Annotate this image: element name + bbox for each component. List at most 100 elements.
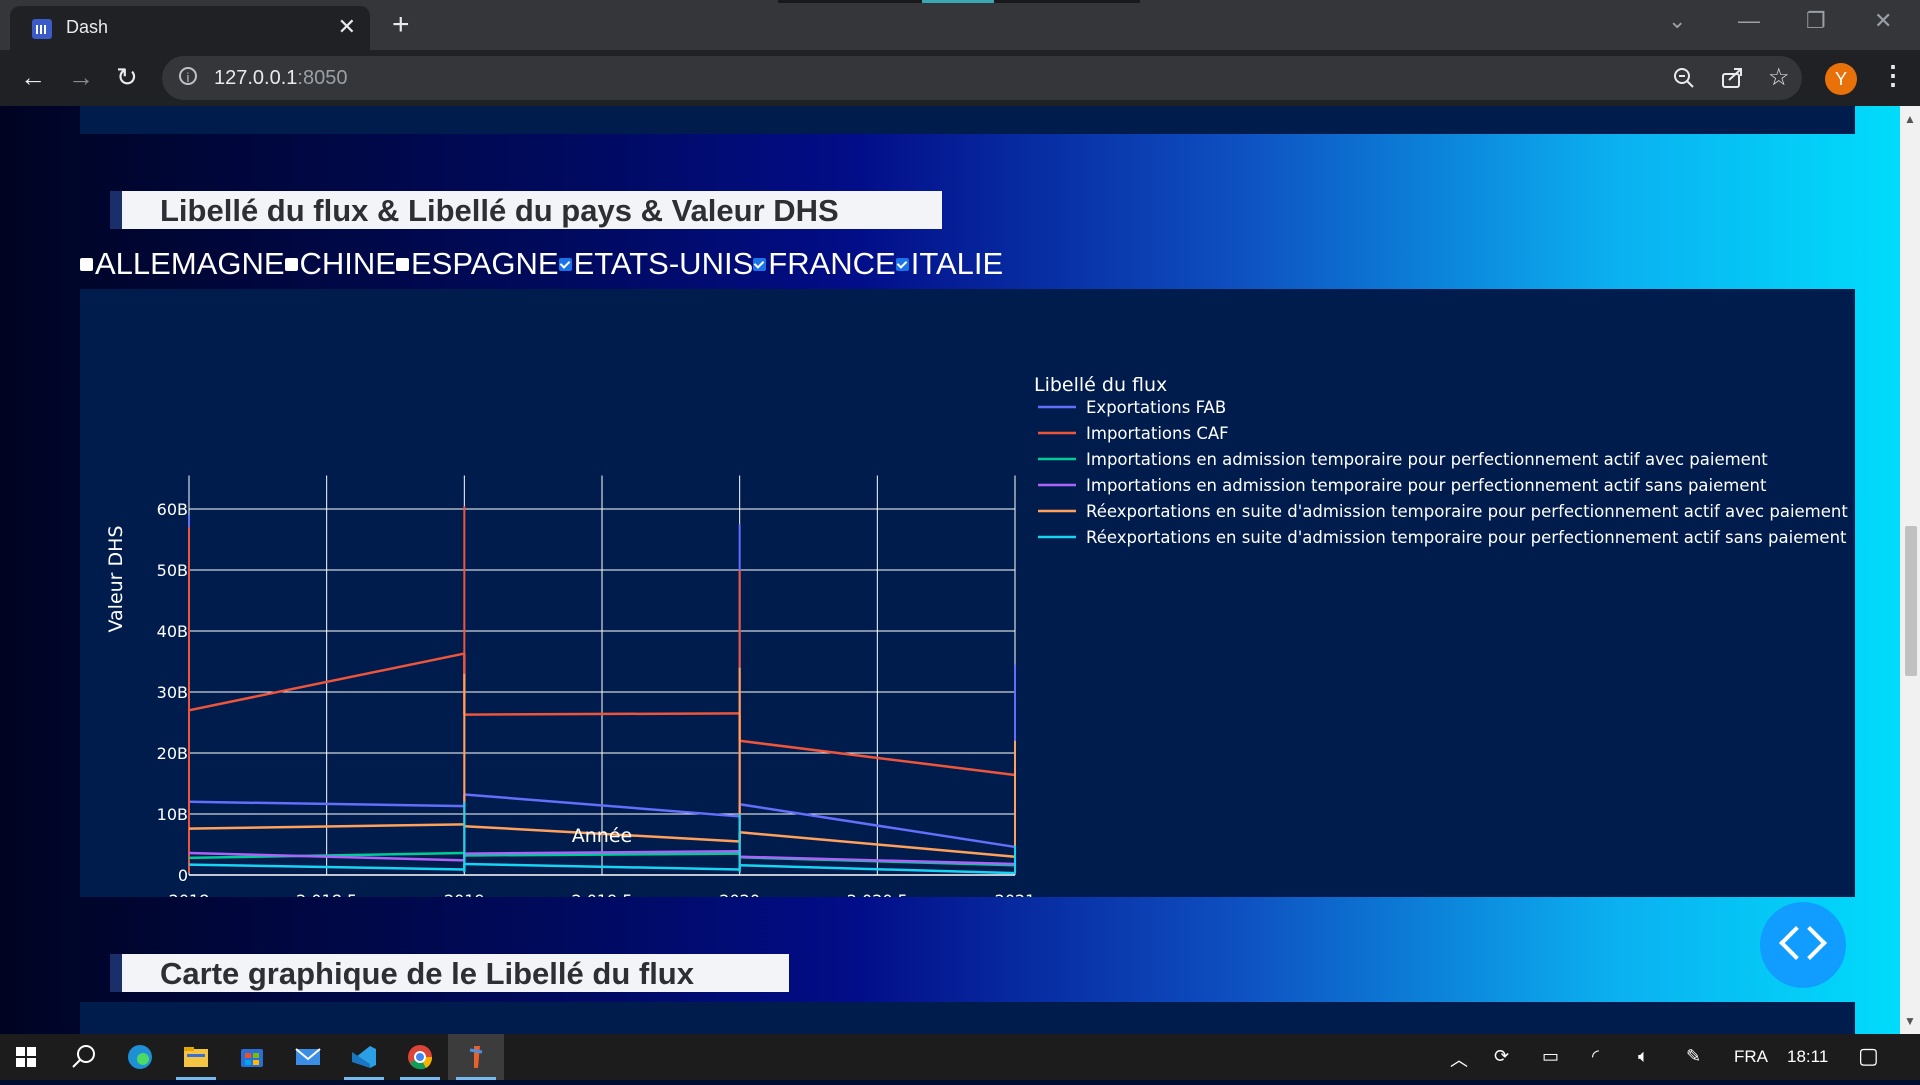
- series-line[interactable]: [188, 851, 465, 862]
- x-tick-label: 2019: [444, 891, 485, 897]
- browser-tab[interactable]: Dash ✕: [10, 6, 370, 50]
- browser-toolbar: ← → ↻ i 127.0.0.1:8050 ☆ Y ⋮: [0, 50, 1920, 106]
- tab-title: Dash: [66, 17, 109, 37]
- series-line[interactable]: [739, 739, 1016, 777]
- scroll-down-icon[interactable]: ▼: [1904, 1014, 1916, 1028]
- legend-entry[interactable]: Exportations FAB: [1086, 398, 1226, 417]
- checkbox-etats-unis[interactable]: ETATS-UNIS: [558, 246, 753, 282]
- new-tab-icon[interactable]: +: [392, 8, 410, 41]
- series-line[interactable]: [739, 855, 1016, 866]
- sync-icon[interactable]: ⟳: [1494, 1046, 1510, 1066]
- checkbox-espagne[interactable]: ESPAGNE: [395, 246, 559, 282]
- legend-entry[interactable]: Réexportations en suite d'admission temp…: [1086, 502, 1848, 521]
- windows-start-icon[interactable]: [0, 1034, 56, 1080]
- series-line[interactable]: [188, 863, 465, 871]
- series-line[interactable]: [464, 793, 740, 818]
- clock[interactable]: 18:11: [1787, 1047, 1829, 1066]
- address-bar[interactable]: i 127.0.0.1:8050 ☆: [162, 56, 1802, 100]
- close-window-icon[interactable]: ✕: [1874, 8, 1893, 33]
- network-icon[interactable]: ◜: [1592, 1046, 1599, 1066]
- checkbox-chine[interactable]: CHINE: [284, 246, 396, 282]
- profile-avatar[interactable]: Y: [1825, 63, 1857, 95]
- scroll-up-icon[interactable]: ▲: [1904, 112, 1916, 126]
- line-chart[interactable]: 2018 2,018.5 2019 2,019.5 2020 2,020.5 2021 0 1…: [80, 289, 1855, 910]
- series-line[interactable]: [188, 652, 465, 712]
- x-axis-ticks: 2018 2,018.5 2019 2,019.5 2020 2,020.5 2021: [169, 891, 1036, 910]
- checkbox-box[interactable]: [395, 257, 409, 271]
- page-scrollbar[interactable]: ▲ ▼: [1900, 106, 1920, 1034]
- x-tick-label: 2,020.5: [847, 891, 908, 897]
- search-icon[interactable]: [56, 1034, 112, 1080]
- volume-icon[interactable]: 🔈︎: [1638, 1046, 1649, 1066]
- language-indicator[interactable]: FRA: [1734, 1047, 1768, 1066]
- checkbox-box[interactable]: [80, 257, 93, 271]
- country-checklist: ALLEMAGNE CHINE ESPAGNE ETATS-UNIS FRANC…: [80, 244, 1003, 284]
- menu-icon[interactable]: ⋮: [1880, 60, 1906, 90]
- zoom-icon[interactable]: [1672, 66, 1696, 90]
- line-chart-panel: 2018 2,018.5 2019 2,019.5 2020 2,020.5 2021 0 1…: [80, 289, 1855, 910]
- y-tick-label: 20B: [157, 744, 188, 763]
- legend-entry[interactable]: Importations en admission temporaire pou…: [1086, 476, 1767, 495]
- checkbox-box-checked[interactable]: [558, 257, 572, 271]
- checkbox-box[interactable]: [284, 257, 298, 271]
- legend-entry[interactable]: Réexportations en suite d'admission temp…: [1086, 528, 1847, 547]
- share-icon[interactable]: [1720, 66, 1744, 90]
- vscode-icon[interactable]: [336, 1034, 392, 1080]
- tab-search-icon[interactable]: ⌄: [1668, 8, 1687, 33]
- series-line[interactable]: [464, 824, 740, 843]
- series-line[interactable]: [188, 823, 465, 830]
- legend-entry[interactable]: Importations en admission temporaire pou…: [1086, 450, 1768, 469]
- x-tick-label: 2018: [169, 891, 210, 897]
- legend-title: Libellé du flux: [1034, 374, 1167, 396]
- y-tick-label: 10B: [157, 805, 188, 824]
- checkbox-box-checked[interactable]: [753, 257, 767, 271]
- window-drag-strip: [778, 0, 1140, 3]
- back-icon[interactable]: ←: [20, 62, 46, 92]
- chrome-icon[interactable]: [392, 1034, 448, 1080]
- series-line[interactable]: [464, 712, 740, 716]
- checkbox-allemagne[interactable]: ALLEMAGNE: [80, 246, 285, 282]
- star-icon[interactable]: ☆: [1768, 64, 1790, 91]
- edge-icon[interactable]: [112, 1034, 168, 1080]
- minimize-icon[interactable]: —: [1738, 8, 1760, 33]
- checkbox-france[interactable]: FRANCE: [753, 246, 896, 282]
- x-tick-label: 2,018.5: [296, 891, 357, 897]
- browser-tab-strip: Dash ✕ + ⌄ — ❐ ✕: [0, 0, 1920, 50]
- series-line[interactable]: [464, 862, 740, 871]
- series-line[interactable]: [739, 803, 1016, 849]
- mail-icon[interactable]: [280, 1034, 336, 1080]
- y-tick-label: 40B: [157, 622, 188, 641]
- checkbox-italie[interactable]: ITALIE: [895, 246, 1003, 282]
- series-line[interactable]: [739, 863, 1016, 875]
- close-tab-icon[interactable]: ✕: [337, 14, 356, 39]
- previous-panel-bottom: [80, 106, 1855, 134]
- restore-icon[interactable]: ❐: [1806, 8, 1826, 33]
- series-line[interactable]: [464, 852, 740, 857]
- info-icon[interactable]: i: [179, 67, 197, 85]
- series-line[interactable]: [188, 800, 465, 808]
- dash-app-icon[interactable]: [448, 1034, 504, 1080]
- page-viewport: Libellé du flux & Libellé du pays & Vale…: [0, 106, 1900, 1034]
- y-tick-label: 60B: [157, 500, 188, 519]
- y-tick-label: 50B: [157, 561, 188, 580]
- legend-entry[interactable]: Importations CAF: [1086, 424, 1229, 443]
- y-axis-ticks: 0 10B 20B 30B 40B 50B 60B: [157, 500, 188, 885]
- scrollbar-thumb[interactable]: [1905, 526, 1917, 676]
- dash-debug-menu-button[interactable]: [1760, 902, 1846, 988]
- y-tick-label: 0: [178, 866, 188, 885]
- series-line[interactable]: [464, 849, 740, 855]
- series-line[interactable]: [739, 831, 1016, 858]
- x-tick-label: 2,019.5: [571, 891, 632, 897]
- battery-icon[interactable]: ▭: [1542, 1046, 1560, 1066]
- file-explorer-icon[interactable]: [168, 1034, 224, 1080]
- y-tick-label: 30B: [157, 683, 188, 702]
- reload-icon[interactable]: ↻: [116, 62, 138, 92]
- store-icon[interactable]: [224, 1034, 280, 1080]
- dash-favicon-icon: [32, 19, 52, 39]
- notifications-icon[interactable]: ▢: [1858, 1043, 1879, 1068]
- checkbox-box-checked[interactable]: [895, 257, 909, 271]
- tray-overflow-icon[interactable]: ︿: [1450, 1050, 1468, 1070]
- url-text: 127.0.0.1:8050: [214, 67, 348, 89]
- pen-icon[interactable]: ✎: [1686, 1046, 1702, 1066]
- forward-icon[interactable]: →: [68, 62, 94, 92]
